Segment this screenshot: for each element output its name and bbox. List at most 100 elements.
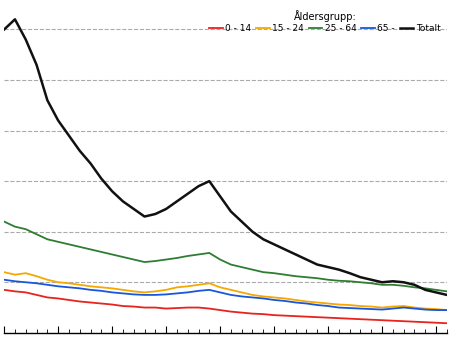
0 - 14 <box>217 308 223 312</box>
25 - 64 <box>120 255 126 259</box>
65 - <box>293 301 299 305</box>
0 - 14 <box>282 314 288 318</box>
25 - 64 <box>325 278 331 282</box>
0 - 14 <box>196 306 201 310</box>
0 - 14 <box>12 289 18 294</box>
25 - 64 <box>272 271 277 275</box>
65 - <box>110 290 115 295</box>
15 - 24 <box>250 293 255 297</box>
25 - 64 <box>336 279 341 283</box>
Totalt <box>110 189 115 193</box>
25 - 64 <box>433 288 439 292</box>
Totalt <box>304 257 309 262</box>
Totalt <box>228 210 234 214</box>
15 - 24 <box>347 303 352 307</box>
65 - <box>23 280 28 284</box>
25 - 64 <box>131 257 137 262</box>
25 - 64 <box>12 225 18 229</box>
25 - 64 <box>358 280 363 284</box>
Totalt <box>314 263 320 267</box>
25 - 64 <box>261 270 266 274</box>
Totalt <box>207 179 212 183</box>
0 - 14 <box>55 297 61 301</box>
Totalt <box>1 27 7 31</box>
0 - 14 <box>120 304 126 308</box>
65 - <box>77 286 83 290</box>
15 - 24 <box>196 283 201 287</box>
Totalt <box>88 161 93 165</box>
15 - 24 <box>272 296 277 300</box>
Totalt <box>282 247 288 251</box>
Totalt <box>66 133 72 137</box>
65 - <box>217 290 223 295</box>
65 - <box>304 302 309 306</box>
0 - 14 <box>401 319 406 323</box>
65 - <box>379 308 385 312</box>
15 - 24 <box>423 307 428 311</box>
15 - 24 <box>12 273 18 277</box>
0 - 14 <box>239 311 244 315</box>
15 - 24 <box>185 284 190 288</box>
Totalt <box>99 177 104 181</box>
15 - 24 <box>282 297 288 301</box>
65 - <box>185 290 190 295</box>
Totalt <box>174 200 179 204</box>
15 - 24 <box>390 305 396 309</box>
Totalt <box>77 149 83 153</box>
25 - 64 <box>1 220 7 224</box>
65 - <box>314 303 320 307</box>
0 - 14 <box>390 319 396 323</box>
0 - 14 <box>272 313 277 317</box>
0 - 14 <box>110 303 115 307</box>
65 - <box>88 288 93 292</box>
Totalt <box>152 212 158 216</box>
65 - <box>325 304 331 308</box>
65 - <box>163 293 169 297</box>
Totalt <box>55 118 61 122</box>
15 - 24 <box>34 274 39 278</box>
Totalt <box>444 293 450 297</box>
25 - 64 <box>55 240 61 244</box>
0 - 14 <box>45 296 50 300</box>
15 - 24 <box>174 285 179 289</box>
0 - 14 <box>250 312 255 316</box>
25 - 64 <box>239 265 244 269</box>
Totalt <box>250 230 255 234</box>
25 - 64 <box>282 273 288 277</box>
15 - 24 <box>358 304 363 308</box>
65 - <box>99 289 104 293</box>
65 - <box>336 306 341 310</box>
65 - <box>45 283 50 287</box>
0 - 14 <box>23 290 28 295</box>
0 - 14 <box>423 320 428 324</box>
15 - 24 <box>88 284 93 288</box>
15 - 24 <box>207 281 212 285</box>
15 - 24 <box>110 286 115 290</box>
65 - <box>131 293 137 297</box>
65 - <box>34 281 39 285</box>
15 - 24 <box>99 285 104 289</box>
Totalt <box>368 278 374 282</box>
65 - <box>1 278 7 282</box>
65 - <box>142 293 147 297</box>
0 - 14 <box>228 310 234 314</box>
Legend: 0 - 14, 15 - 24, 25 - 64, 65 -, Totalt: 0 - 14, 15 - 24, 25 - 64, 65 -, Totalt <box>207 9 442 35</box>
0 - 14 <box>152 306 158 310</box>
15 - 24 <box>433 307 439 311</box>
Totalt <box>120 200 126 204</box>
25 - 64 <box>23 227 28 231</box>
0 - 14 <box>174 306 179 310</box>
0 - 14 <box>314 315 320 319</box>
25 - 64 <box>217 257 223 262</box>
0 - 14 <box>368 318 374 322</box>
15 - 24 <box>314 301 320 305</box>
Totalt <box>272 242 277 246</box>
Totalt <box>142 215 147 219</box>
Totalt <box>131 207 137 211</box>
0 - 14 <box>142 306 147 310</box>
65 - <box>358 307 363 311</box>
65 - <box>412 307 417 311</box>
15 - 24 <box>304 300 309 304</box>
15 - 24 <box>217 285 223 289</box>
65 - <box>12 279 18 283</box>
